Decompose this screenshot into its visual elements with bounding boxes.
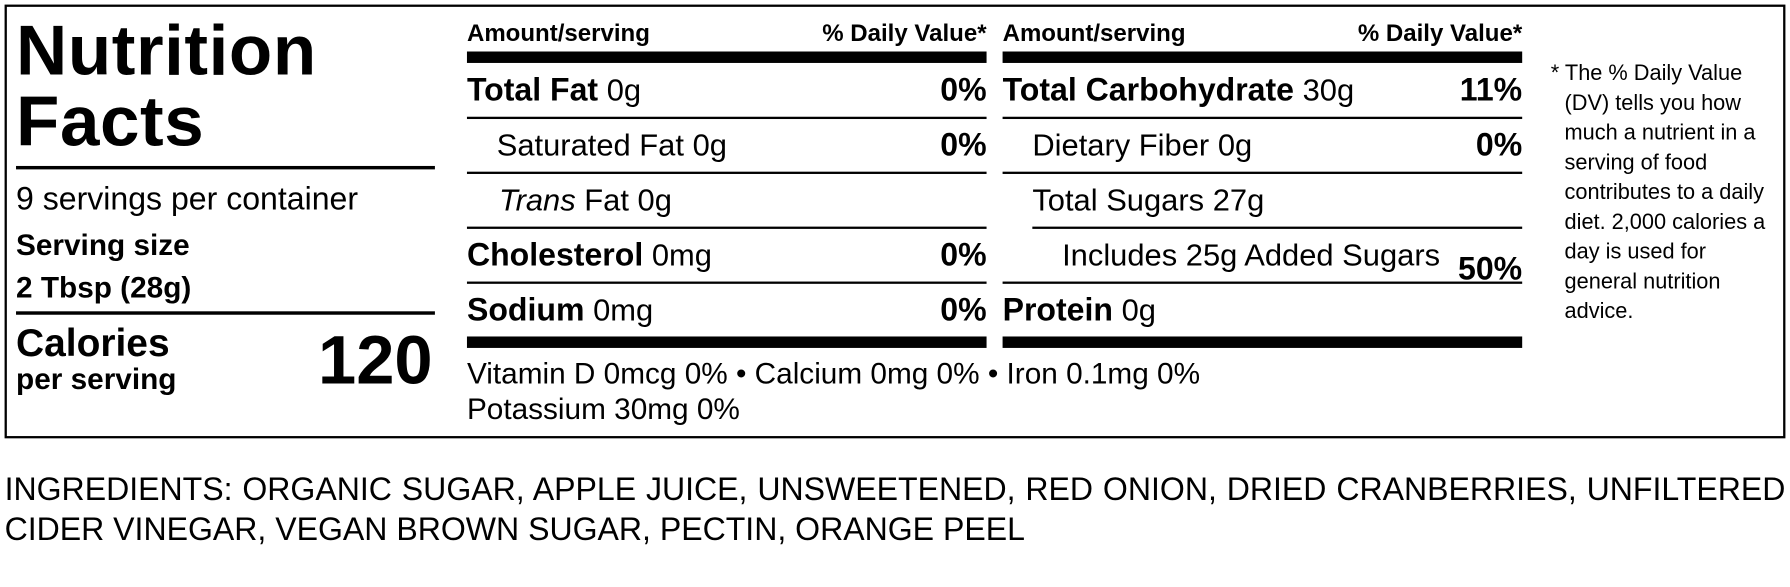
row: Saturated Fat 0g 0%	[467, 119, 987, 172]
calories-value: 120	[318, 321, 433, 399]
serving-size-label: Serving size	[16, 227, 190, 263]
header-amount: Amount/serving	[466, 20, 650, 47]
dv: 0%	[1475, 127, 1523, 163]
amount: 0mg	[651, 238, 712, 273]
header: Amount/serving % Daily Value*	[467, 21, 987, 53]
nutrient: Total Carbohydrate	[1002, 72, 1295, 108]
thick-bar	[466, 51, 987, 63]
header: Amount/serving % Daily Value*	[1003, 21, 1523, 53]
vitamins: Vitamin D 0mcg 0% • Calcium 0mg 0% • Iro…	[467, 356, 1200, 427]
rule	[16, 165, 435, 170]
amount: 0g	[1121, 292, 1156, 328]
row: Total Carbohydrate 30g 11%	[1003, 64, 1523, 117]
row: Total Fat 0g 0%	[467, 64, 987, 117]
rule	[1002, 281, 1523, 284]
ingredients: INGREDIENTS: ORGANIC SUGAR, APPLE JUICE,…	[4, 471, 1786, 548]
header-dv: % Daily Value*	[1357, 20, 1523, 47]
dv: 0%	[940, 72, 987, 108]
row: Cholesterol 0mg 0%	[467, 229, 987, 282]
dv: 50%	[1458, 250, 1523, 287]
amount: 0mg	[593, 292, 654, 328]
nutrient: Total Fat	[466, 72, 599, 108]
vitamins-line: Vitamin D 0mcg 0% • Calcium 0mg 0% • Iro…	[466, 355, 1201, 391]
amount: 0g	[1217, 128, 1253, 163]
row: Protein 0g	[1003, 284, 1523, 337]
thick-bar	[1002, 336, 1523, 348]
nutrient: Saturated Fat	[496, 128, 684, 163]
header-dv: % Daily Value*	[822, 20, 987, 47]
dv: 0%	[940, 127, 987, 163]
rule	[16, 311, 435, 315]
row: Dietary Fiber 0g 0%	[1003, 119, 1523, 172]
title: Nutrition Facts	[16, 11, 317, 162]
calories-label: Calories	[16, 321, 170, 366]
rule	[1002, 171, 1523, 174]
servings: 9 servings per container	[16, 180, 359, 217]
nutrient: Sodium	[466, 291, 585, 328]
amount: 0g	[692, 128, 727, 163]
nutrient: Cholesterol	[466, 236, 644, 273]
right-column: Amount/serving % Daily Value* Total Carbo…	[1002, 16, 1523, 348]
rule	[466, 116, 987, 120]
calories-sub: per serving	[16, 361, 177, 396]
dv: 0%	[940, 236, 987, 273]
nutrient: Fat	[584, 183, 629, 218]
dv: 11%	[1459, 72, 1523, 108]
nutrient: Protein	[1002, 291, 1113, 328]
amount: 30g	[1302, 73, 1355, 108]
nutrient: Includes 25g Added Sugars	[1062, 238, 1441, 273]
rule	[1002, 116, 1523, 120]
left-column: Amount/serving % Daily Value* Total Fat 0…	[466, 16, 987, 348]
label-border	[4, 4, 1786, 439]
row: Total Sugars 27g	[1003, 174, 1523, 227]
header-amount: Amount/serving	[1002, 20, 1186, 47]
thick-bar	[1002, 51, 1523, 63]
nutrient-prefix: Trans	[499, 183, 576, 218]
serving-size: 2 Tbsp (28g)	[16, 270, 192, 305]
footnote: * The % Daily Value (DV) tells you how m…	[1550, 61, 1766, 324]
row: Sodium 0mg 0%	[467, 284, 987, 337]
vitamins-line: Potassium 30mg 0%	[466, 391, 740, 426]
rule	[466, 281, 987, 284]
rule	[1032, 226, 1523, 229]
amount: 0g	[606, 73, 642, 108]
rule	[466, 226, 987, 229]
nutrient: Dietary Fiber	[1032, 128, 1210, 163]
amount: 0g	[637, 183, 672, 218]
thick-bar	[466, 336, 987, 348]
rule	[466, 171, 987, 174]
row: Trans Fat 0g	[467, 174, 987, 227]
dv: 0%	[940, 291, 987, 328]
nutrient: Total Sugars	[1032, 183, 1205, 218]
row: Includes 25g Added Sugars 50%	[1003, 229, 1522, 286]
amount: 27g	[1212, 183, 1265, 218]
